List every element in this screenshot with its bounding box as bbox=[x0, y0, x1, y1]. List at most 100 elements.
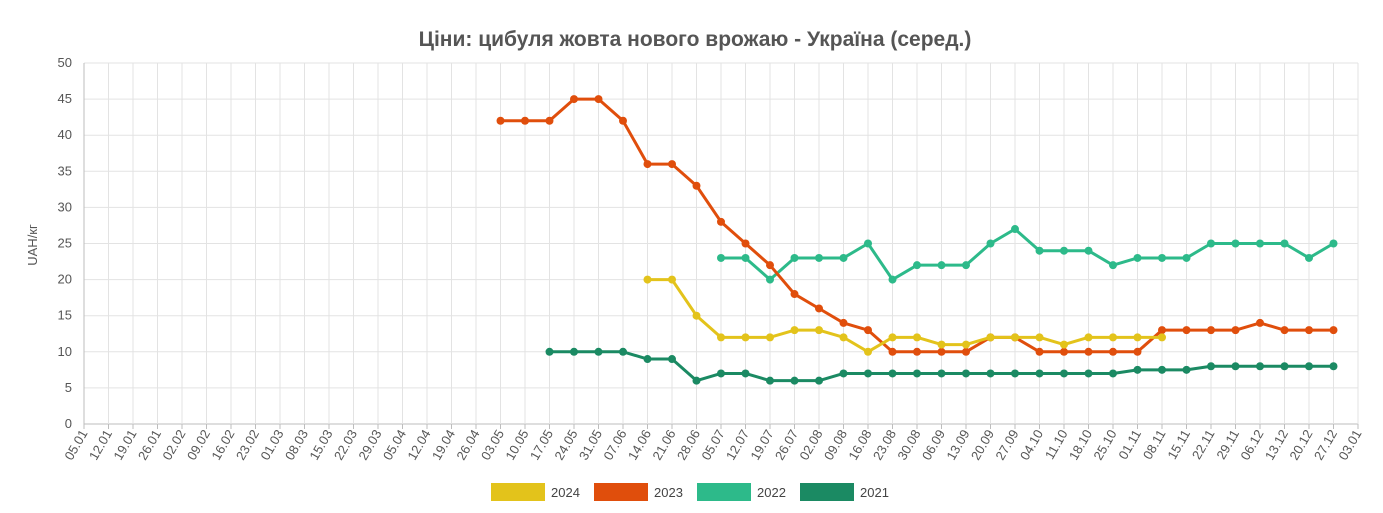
data-point bbox=[1158, 326, 1166, 335]
data-point bbox=[864, 326, 872, 335]
data-point bbox=[1109, 347, 1117, 356]
y-tick-label: 45 bbox=[58, 91, 72, 106]
data-point bbox=[1182, 365, 1191, 374]
x-tick-label: 23.02 bbox=[233, 427, 262, 463]
series-layer bbox=[496, 95, 1338, 385]
data-point bbox=[545, 116, 554, 125]
data-point bbox=[1231, 326, 1240, 335]
data-point bbox=[1060, 369, 1068, 378]
data-point bbox=[1011, 225, 1019, 234]
x-tick-label: 10.05 bbox=[502, 427, 531, 463]
legend[interactable]: 2024 2023 2022 2021 bbox=[491, 483, 889, 501]
data-point bbox=[1182, 253, 1191, 262]
legend-label: 2024 bbox=[551, 485, 580, 500]
data-point bbox=[839, 369, 848, 378]
y-tick-label: 5 bbox=[65, 380, 72, 395]
x-tick-label: 19.07 bbox=[747, 427, 776, 463]
data-point bbox=[1084, 369, 1093, 378]
data-point bbox=[815, 253, 823, 262]
x-tick-label: 24.05 bbox=[551, 427, 580, 463]
data-point bbox=[1011, 333, 1019, 342]
data-point bbox=[1280, 362, 1289, 371]
y-tick-label: 20 bbox=[58, 272, 72, 287]
legend-item-2021[interactable]: 2021 bbox=[800, 483, 889, 501]
data-point bbox=[864, 239, 872, 248]
legend-label: 2021 bbox=[860, 485, 889, 500]
data-point bbox=[570, 347, 578, 356]
legend-swatch bbox=[491, 483, 545, 501]
x-tick-label: 08.03 bbox=[282, 427, 311, 463]
data-point bbox=[888, 369, 897, 378]
data-point bbox=[1084, 347, 1093, 356]
data-point bbox=[839, 253, 848, 262]
data-point bbox=[1060, 340, 1068, 349]
x-tick-label: 01.03 bbox=[257, 427, 286, 463]
legend-item-2022[interactable]: 2022 bbox=[697, 483, 786, 501]
legend-label: 2022 bbox=[757, 485, 786, 500]
data-point bbox=[864, 347, 872, 356]
chart-title: Ціни: цибуля жовта нового врожаю - Украї… bbox=[419, 28, 972, 51]
data-point bbox=[594, 95, 603, 104]
data-point bbox=[766, 275, 774, 284]
series-2023 bbox=[496, 95, 1338, 356]
data-point bbox=[1207, 326, 1215, 335]
x-tick-label: 11.10 bbox=[1042, 427, 1071, 462]
x-tick-label: 16.08 bbox=[845, 427, 874, 463]
y-tick-label: 50 bbox=[58, 55, 72, 70]
data-point bbox=[741, 253, 750, 262]
series-2021 bbox=[545, 347, 1338, 385]
y-axis-label: UAH/кг bbox=[25, 224, 40, 266]
data-point bbox=[668, 355, 676, 364]
data-point bbox=[1035, 246, 1044, 255]
data-point bbox=[1084, 333, 1093, 342]
y-tick-label: 15 bbox=[58, 308, 72, 323]
data-point bbox=[717, 253, 725, 262]
data-point bbox=[643, 355, 652, 364]
legend-item-2023[interactable]: 2023 bbox=[594, 483, 683, 501]
data-point bbox=[1011, 369, 1019, 378]
data-point bbox=[888, 333, 897, 342]
data-point bbox=[790, 376, 799, 385]
x-tick-label: 09.08 bbox=[821, 427, 850, 463]
x-tick-label: 20.09 bbox=[968, 427, 997, 463]
data-point bbox=[962, 340, 970, 349]
series-2024 bbox=[643, 275, 1166, 356]
y-tick-label: 10 bbox=[58, 344, 72, 359]
data-point bbox=[717, 217, 725, 226]
data-point bbox=[986, 239, 995, 248]
x-tick-label: 27.12 bbox=[1311, 427, 1340, 463]
data-point bbox=[668, 275, 676, 284]
data-point bbox=[496, 116, 505, 125]
data-point bbox=[815, 326, 823, 335]
data-point bbox=[888, 275, 897, 284]
data-point bbox=[594, 347, 603, 356]
data-point bbox=[790, 290, 799, 299]
x-tick-label: 01.11 bbox=[1115, 427, 1144, 462]
series-2022 bbox=[717, 225, 1338, 284]
x-tick-label: 23.08 bbox=[870, 427, 899, 463]
x-tick-label: 21.06 bbox=[649, 427, 678, 463]
data-point bbox=[986, 369, 995, 378]
x-tick-label: 08.11 bbox=[1140, 427, 1169, 462]
x-tick-label: 09.02 bbox=[184, 427, 213, 463]
x-tick-label: 31.05 bbox=[576, 427, 605, 463]
data-point bbox=[815, 304, 823, 313]
data-point bbox=[815, 376, 823, 385]
data-point bbox=[1207, 362, 1215, 371]
data-point bbox=[1280, 326, 1289, 335]
legend-item-2024[interactable]: 2024 bbox=[491, 483, 580, 501]
x-tick-label: 17.05 bbox=[527, 427, 556, 463]
x-tick-label: 20.12 bbox=[1286, 427, 1315, 463]
x-tick-label: 05.07 bbox=[698, 427, 727, 463]
y-tick-label: 35 bbox=[58, 163, 72, 178]
y-tick-label: 40 bbox=[58, 127, 72, 142]
data-point bbox=[1035, 333, 1044, 342]
x-tick-label: 19.04 bbox=[429, 427, 458, 463]
data-point bbox=[570, 95, 578, 104]
x-tick-label: 29.11 bbox=[1213, 427, 1242, 462]
legend-swatch bbox=[800, 483, 854, 501]
x-tick-label: 06.12 bbox=[1237, 427, 1266, 463]
data-point bbox=[913, 347, 921, 356]
